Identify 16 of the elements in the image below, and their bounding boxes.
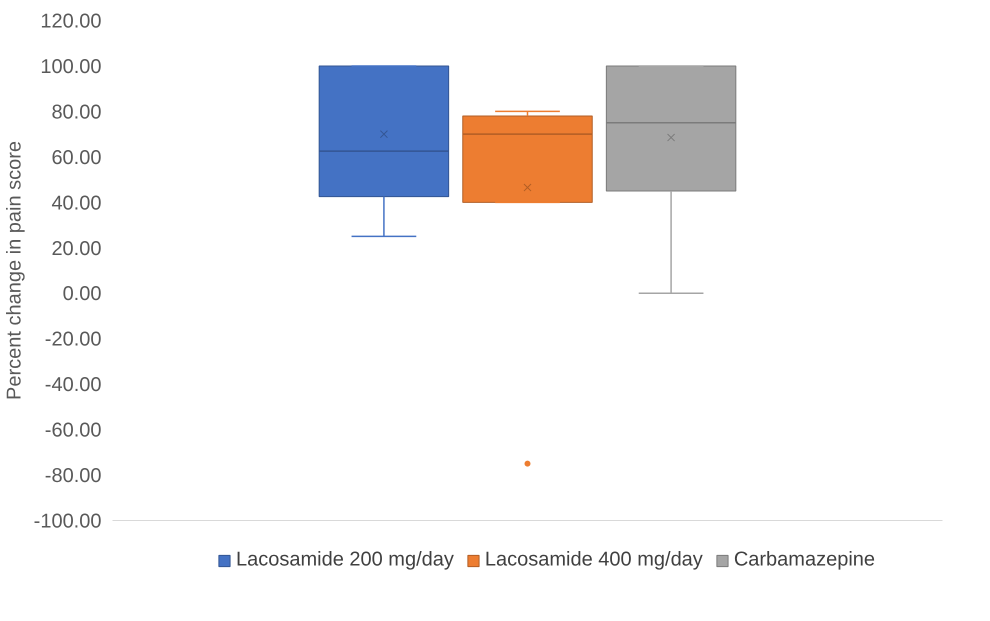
y-tick-label: 0.00 <box>62 283 102 306</box>
y-axis-title: Percent change in pain score <box>4 140 26 400</box>
legend-label: Lacosamide 400 mg/day <box>484 548 703 572</box>
y-tick-label: -80.00 <box>44 465 102 488</box>
legend-label: Lacosamide 200 mg/day <box>236 548 454 572</box>
y-tick-label: 80.00 <box>51 101 102 124</box>
y-tick-label: -100.00 <box>34 510 102 532</box>
y-tick-label: 60.00 <box>51 146 102 169</box>
y-tick-label: -40.00 <box>44 374 102 396</box>
y-tick-label: 40.00 <box>51 192 102 214</box>
y-tick-label: -20.00 <box>44 328 102 351</box>
legend-label: Carbamazepine <box>734 548 876 572</box>
y-tick-label: 120.00 <box>40 10 102 32</box>
y-tick-label: -60.00 <box>44 420 102 442</box>
y-tick-label: 20.00 <box>51 238 102 260</box>
y-tick-label: 100.00 <box>40 56 102 78</box>
